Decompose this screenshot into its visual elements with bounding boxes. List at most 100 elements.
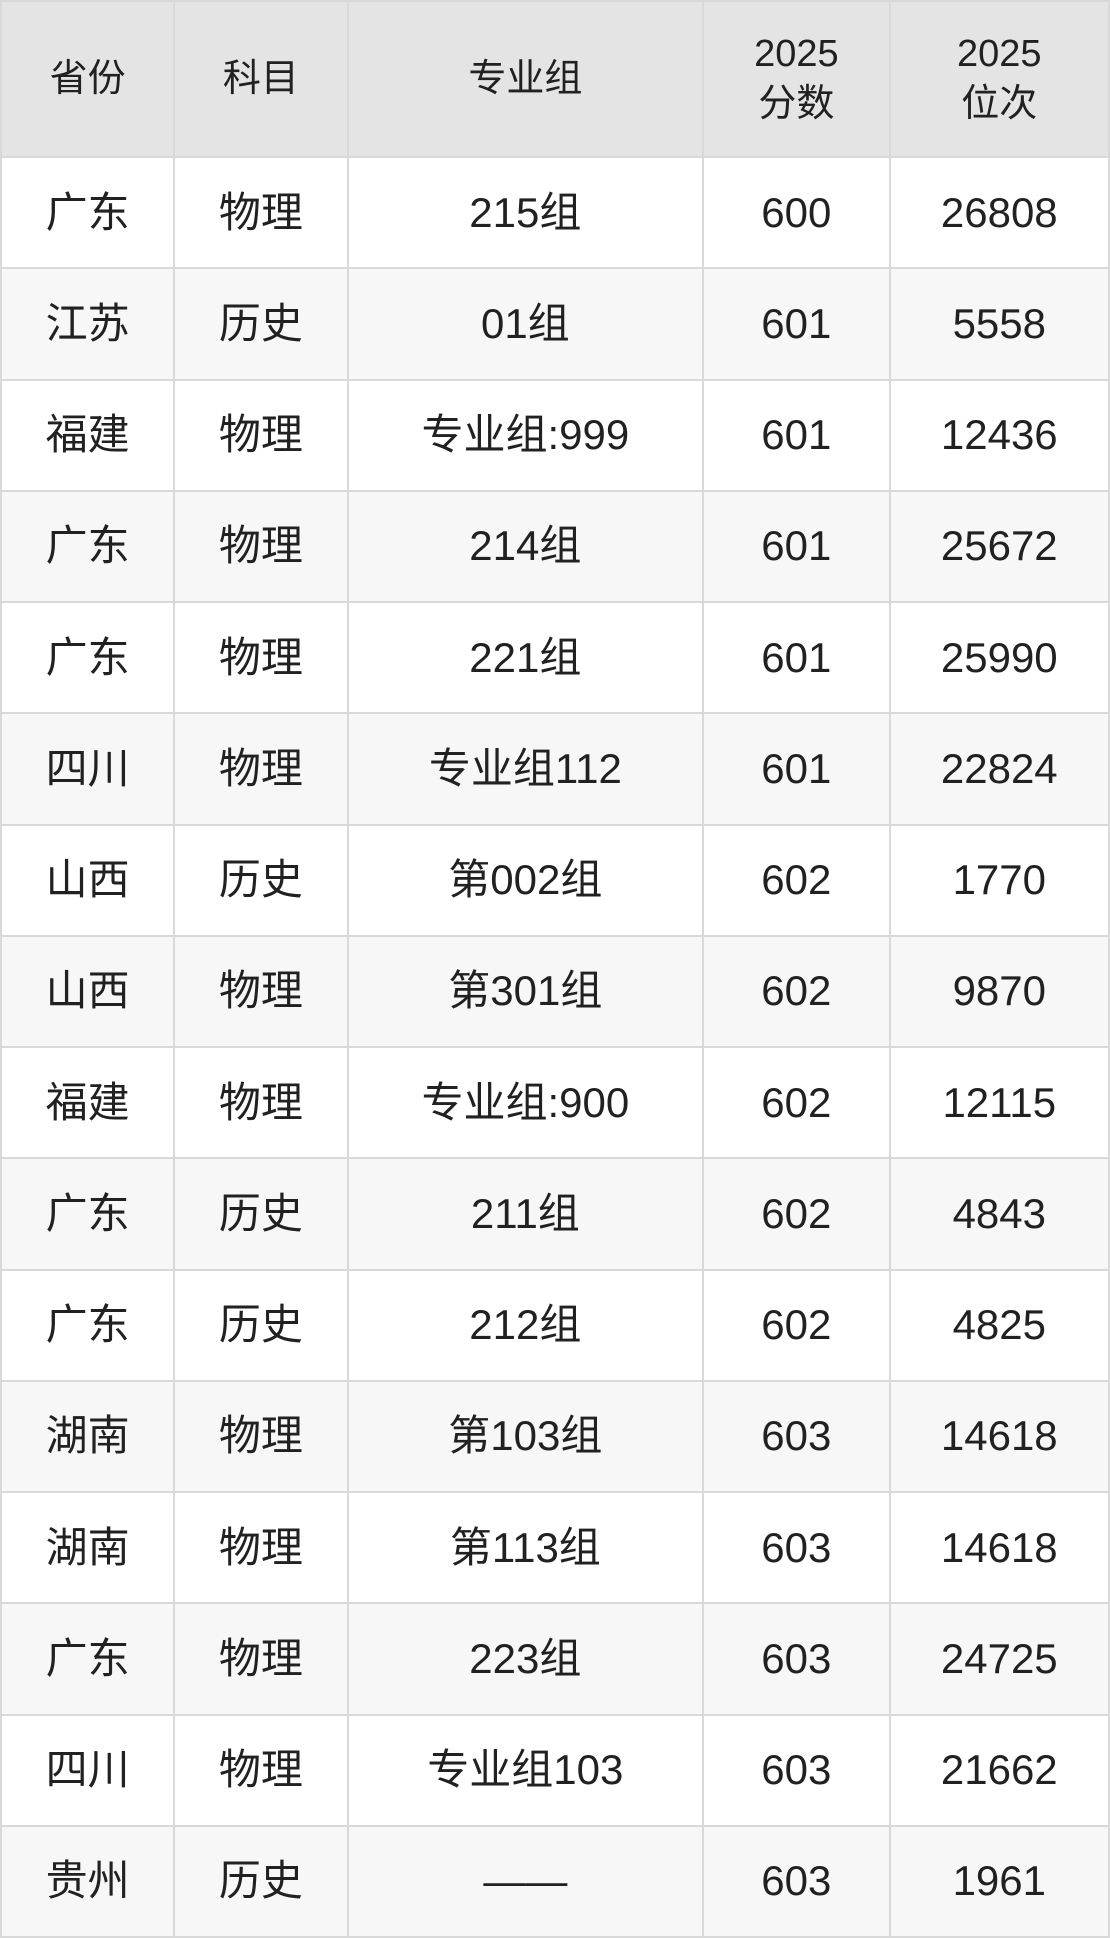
table-row: 广东 历史 212组 602 4825: [2, 1270, 1108, 1380]
cell-score: 603: [704, 1381, 889, 1491]
table-row: 山西 物理 第301组 602 9870: [2, 936, 1108, 1046]
cell-score: 602: [704, 1270, 889, 1380]
cell-province: 广东: [2, 1159, 174, 1269]
cell-subject: 物理: [175, 1048, 347, 1158]
cell-province: 福建: [2, 1048, 174, 1158]
cell-rank: 12115: [890, 1048, 1108, 1158]
cell-rank: 5558: [890, 269, 1108, 379]
cell-group: 第113组: [348, 1493, 703, 1603]
table-row: 江苏 历史 01组 601 5558: [2, 269, 1108, 379]
cell-rank: 14618: [890, 1493, 1108, 1603]
cell-group: 专业组:999: [348, 380, 703, 490]
column-header-rank-line: 位次: [961, 83, 1038, 125]
cell-rank: 25990: [890, 603, 1108, 713]
cell-score: 603: [704, 1826, 889, 1936]
cell-province: 广东: [2, 1270, 174, 1380]
column-header-subject: 科目: [175, 2, 347, 156]
cell-province: 湖南: [2, 1493, 174, 1603]
cell-score: 601: [704, 491, 889, 601]
cell-subject: 物理: [175, 491, 347, 601]
column-header-rank-line: 2025: [957, 32, 1042, 75]
cell-score: 602: [704, 936, 889, 1046]
header-row: 省份 科目 专业组 2025 分数 2025 位次: [2, 2, 1108, 156]
cell-subject: 历史: [175, 1270, 347, 1380]
cell-group: 212组: [348, 1270, 703, 1380]
cell-group: 221组: [348, 603, 703, 713]
cell-rank: 1961: [890, 1826, 1108, 1936]
cell-province: 山西: [2, 936, 174, 1046]
cell-score: 601: [704, 269, 889, 379]
table-row: 四川 物理 专业组103 603 21662: [2, 1715, 1108, 1825]
cell-rank: 22824: [890, 714, 1108, 824]
cell-rank: 1770: [890, 825, 1108, 935]
table-row: 湖南 物理 第103组 603 14618: [2, 1381, 1108, 1491]
cell-group: 第103组: [348, 1381, 703, 1491]
table-row: 广东 物理 221组 601 25990: [2, 603, 1108, 713]
cell-subject: 历史: [175, 1826, 347, 1936]
cell-rank: 9870: [890, 936, 1108, 1046]
cell-province: 湖南: [2, 1381, 174, 1491]
cell-province: 贵州: [2, 1826, 174, 1936]
column-header-province-line: 省份: [49, 57, 126, 100]
cell-score: 602: [704, 825, 889, 935]
cell-province: 四川: [2, 714, 174, 824]
cell-subject: 历史: [175, 1159, 347, 1269]
cell-group: 第301组: [348, 936, 703, 1046]
cell-score: 601: [704, 714, 889, 824]
cell-group: ——: [348, 1826, 703, 1936]
cell-group: 215组: [348, 158, 703, 268]
column-header-group-line: 专业组: [468, 57, 583, 100]
cell-rank: 26808: [890, 158, 1108, 268]
cell-province: 山西: [2, 825, 174, 935]
table-row: 福建 物理 专业组:999 601 12436: [2, 380, 1108, 490]
cell-score: 601: [704, 380, 889, 490]
cell-score: 602: [704, 1048, 889, 1158]
cell-score: 602: [704, 1159, 889, 1269]
cell-score: 600: [704, 158, 889, 268]
column-header-score: 2025 分数: [704, 2, 889, 156]
cell-rank: 14618: [890, 1381, 1108, 1491]
cell-province: 广东: [2, 1604, 174, 1714]
cell-group: 223组: [348, 1604, 703, 1714]
table-row: 山西 历史 第002组 602 1770: [2, 825, 1108, 935]
cell-score: 603: [704, 1715, 889, 1825]
table-row: 广东 历史 211组 602 4843: [2, 1159, 1108, 1269]
table-row: 四川 物理 专业组112 601 22824: [2, 714, 1108, 824]
cell-rank: 4843: [890, 1159, 1108, 1269]
cell-province: 广东: [2, 491, 174, 601]
cell-subject: 历史: [175, 269, 347, 379]
cell-subject: 物理: [175, 714, 347, 824]
cell-group: 214组: [348, 491, 703, 601]
cell-subject: 物理: [175, 1493, 347, 1603]
cell-score: 603: [704, 1493, 889, 1603]
cell-subject: 物理: [175, 1715, 347, 1825]
table-row: 贵州 历史 —— 603 1961: [2, 1826, 1108, 1936]
cell-province: 广东: [2, 603, 174, 713]
cell-rank: 25672: [890, 491, 1108, 601]
column-header-score-line: 分数: [758, 83, 835, 125]
cell-group: 专业组:900: [348, 1048, 703, 1158]
table-row: 广东 物理 215组 600 26808: [2, 158, 1108, 268]
table-row: 广东 物理 214组 601 25672: [2, 491, 1108, 601]
cell-province: 四川: [2, 1715, 174, 1825]
table-row: 广东 物理 223组 603 24725: [2, 1604, 1108, 1714]
column-header-group: 专业组: [348, 2, 703, 156]
table-header: 省份 科目 专业组 2025 分数 2025 位次: [2, 2, 1108, 156]
cell-rank: 21662: [890, 1715, 1108, 1825]
cell-group: 专业组103: [348, 1715, 703, 1825]
cell-rank: 12436: [890, 380, 1108, 490]
column-header-rank: 2025 位次: [890, 2, 1108, 156]
cell-subject: 物理: [175, 380, 347, 490]
cell-subject: 物理: [175, 158, 347, 268]
cell-subject: 历史: [175, 825, 347, 935]
cell-province: 广东: [2, 158, 174, 268]
cell-group: 专业组112: [348, 714, 703, 824]
column-header-subject-line: 科目: [222, 57, 299, 100]
cell-subject: 物理: [175, 1604, 347, 1714]
table-body: 广东 物理 215组 600 26808 江苏 历史 01组 601 5558 福建 物理 专业组:99…: [2, 158, 1108, 1936]
cell-subject: 物理: [175, 1381, 347, 1491]
cell-rank: 4825: [890, 1270, 1108, 1380]
cell-group: 01组: [348, 269, 703, 379]
column-header-score-line: 2025: [754, 32, 839, 75]
